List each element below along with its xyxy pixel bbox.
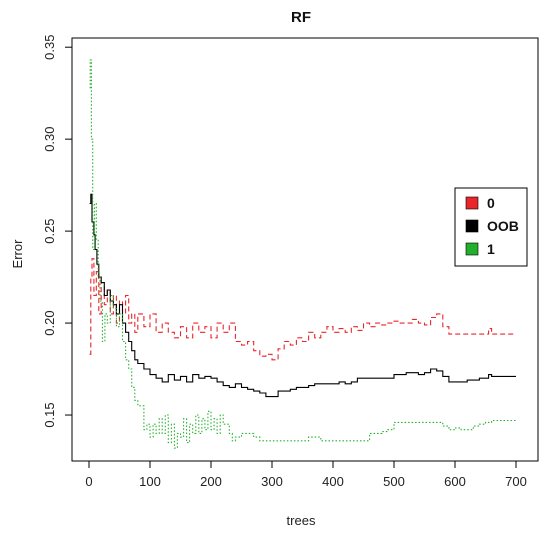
x-tick-label: 600 (444, 474, 466, 489)
x-tick-label: 700 (505, 474, 527, 489)
series-line-class-0 (89, 258, 516, 361)
series-layer (89, 59, 516, 449)
legend-swatch (465, 196, 479, 210)
x-axis-title: trees (287, 513, 316, 528)
x-tick-label: 0 (85, 474, 92, 489)
y-tick-label: 0.25 (42, 218, 57, 243)
x-tick-label: 400 (322, 474, 344, 489)
x-tick-label: 200 (200, 474, 222, 489)
x-axis: 0 100 200 300 400 500 600 700 (85, 460, 527, 489)
y-tick-label: 0.30 (42, 126, 57, 151)
legend-label: OOB (487, 218, 519, 234)
chart-title: RF (291, 9, 311, 26)
y-tick-label: 0.15 (42, 402, 57, 427)
y-axis: 0.15 0.20 0.25 0.30 0.35 (42, 35, 73, 428)
series-line-class-1 (89, 59, 516, 449)
x-tick-label: 300 (261, 474, 283, 489)
y-axis-title: Error (10, 239, 25, 269)
legend-swatch (465, 242, 479, 256)
legend-label: 1 (487, 241, 495, 257)
legend: 0 OOB 1 (454, 187, 528, 267)
legend-label: 0 (487, 195, 495, 211)
y-tick-label: 0.35 (42, 35, 57, 60)
y-tick-label: 0.20 (42, 310, 57, 335)
x-tick-label: 500 (383, 474, 405, 489)
x-tick-label: 100 (139, 474, 161, 489)
legend-swatch (465, 219, 479, 233)
series-line-oob (89, 193, 516, 398)
